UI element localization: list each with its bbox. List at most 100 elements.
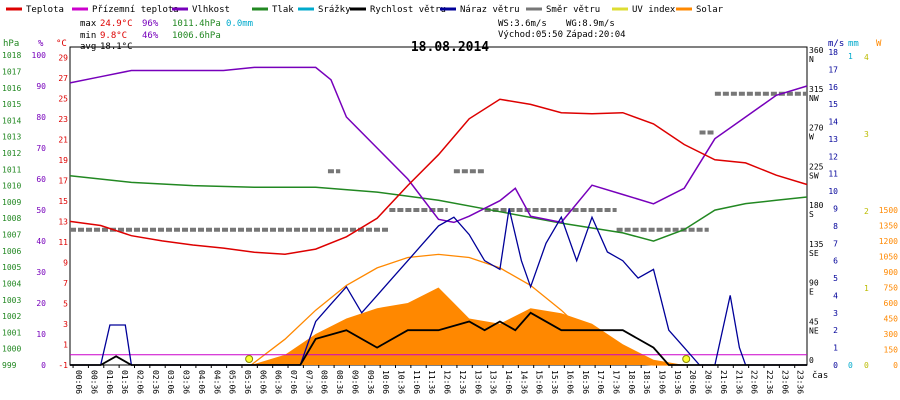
ms-tick: 7 (833, 239, 838, 248)
x-tick-label: 21:06 (719, 370, 728, 394)
pct-tick: 70 (36, 144, 46, 153)
stats-max-press: 1011.4hPa (172, 19, 221, 29)
ms-tick: 8 (833, 222, 838, 231)
x-tick-label: 08:06 (320, 370, 329, 394)
uv-tick: 4 (864, 53, 869, 62)
hpa-tick: 1012 (2, 149, 21, 158)
x-tick-label: 20:36 (704, 370, 713, 394)
legend-label-7: Směr větru (546, 5, 600, 15)
stats-sunrise: Východ:05:50 (498, 30, 563, 40)
ms-tick: 15 (828, 100, 838, 109)
x-tick-label: 17:36 (611, 370, 620, 394)
x-tick-label: 19:36 (673, 370, 682, 394)
temp-tick: 13 (58, 217, 68, 226)
pct-tick: 10 (36, 330, 46, 339)
ms-axis-unit: m/s (828, 39, 844, 49)
dir-tick: 315 (809, 85, 824, 94)
x-axis-label: čas (812, 370, 828, 381)
dir-tick: 135 (809, 240, 824, 249)
x-tick-label: 12:06 (443, 370, 452, 394)
ms-tick: 16 (828, 83, 838, 92)
mm-tick: 0 (848, 361, 853, 370)
uv-tick: 2 (864, 207, 869, 216)
wm2-tick: 750 (884, 284, 899, 293)
hpa-tick: 1015 (2, 100, 21, 109)
hpa-axis-unit: hPa (3, 39, 19, 49)
x-tick-label: 03:06 (166, 370, 175, 394)
temp-tick: 5 (63, 299, 68, 308)
x-tick-label: 00:06 (74, 370, 83, 394)
wm2-tick: 600 (884, 299, 899, 308)
ms-tick: 0 (833, 361, 838, 370)
dir-tick: 360 (809, 46, 824, 55)
hpa-tick: 1010 (2, 182, 21, 191)
dir-label: NE (809, 326, 819, 335)
wm2-tick: 150 (884, 346, 899, 355)
hpa-tick: 1017 (2, 67, 21, 76)
x-tick-label: 23:06 (780, 370, 789, 394)
hpa-tick: 1014 (2, 116, 21, 125)
hpa-tick: 1000 (2, 345, 21, 354)
ms-tick: 3 (833, 309, 838, 318)
axes: hPa1018101710161015101410131012101110101… (2, 39, 898, 370)
wm2-tick: 450 (884, 315, 899, 324)
wm2-tick: 900 (884, 268, 899, 277)
x-tick-label: 10:06 (381, 370, 390, 394)
wm2-tick: 300 (884, 330, 899, 339)
temp-tick: -1 (58, 361, 68, 370)
hpa-tick: 1008 (2, 214, 21, 223)
temp-tick: 21 (58, 135, 68, 144)
hpa-tick: 999 (2, 361, 17, 370)
wm2-tick: 1200 (879, 237, 898, 246)
temperature-line (69, 98, 808, 255)
stats-sunset: Západ:20:04 (566, 30, 626, 40)
legend-label-6: Náraz větru (460, 5, 520, 15)
pct-tick: 50 (36, 206, 46, 215)
temp-tick: 27 (58, 74, 68, 83)
x-tick-label: 04:06 (197, 370, 206, 394)
x-tick-label: 09:36 (366, 370, 375, 394)
legend-label-8: UV index (632, 5, 676, 15)
stats-min-label: min (80, 31, 96, 41)
dir-label: E (809, 288, 814, 297)
x-tick-label: 13:36 (489, 370, 498, 394)
dir-label: SW (809, 171, 819, 180)
pct-tick: 40 (36, 237, 46, 246)
ms-tick: 2 (833, 326, 838, 335)
x-tick-label: 08:36 (335, 370, 344, 394)
mm-tick: 1 (848, 52, 853, 61)
ms-tick: 18 (828, 48, 838, 57)
hpa-tick: 1013 (2, 133, 21, 142)
legend-label-9: Solar (696, 5, 724, 15)
temp-tick: 7 (63, 279, 68, 288)
dir-label: N (809, 55, 814, 64)
wind-speed-line (70, 311, 807, 366)
x-tick-label: 07:06 (289, 370, 298, 394)
x-tick-label: 00:36 (89, 370, 98, 394)
pct-tick: 30 (36, 268, 46, 277)
uv-tick: 0 (864, 361, 869, 370)
x-tick-label: 02:36 (151, 370, 160, 394)
x-tick-label: 07:36 (304, 370, 313, 394)
uv-point (682, 355, 691, 363)
x-tick-label: 15:36 (550, 370, 559, 394)
dir-tick: 180 (809, 201, 824, 210)
stats-avg-label: avg (80, 42, 96, 52)
x-tick-label: 18:36 (642, 370, 651, 394)
dir-label: SE (809, 249, 819, 258)
uv-tick: 3 (864, 130, 869, 139)
wm2-tick: 1500 (879, 206, 898, 215)
stats-min-press: 1006.6hPa (172, 31, 221, 41)
x-tick-label: 16:06 (565, 370, 574, 394)
uv-point (245, 355, 254, 363)
wm2-tick: 0 (893, 361, 898, 370)
x-tick-label: 17:06 (596, 370, 605, 394)
temp-tick: 9 (63, 258, 68, 267)
x-tick-label: 14:06 (504, 370, 513, 394)
x-tick-label: 01:36 (120, 370, 129, 394)
dir-label: NW (809, 94, 819, 103)
x-tick-label: 06:06 (258, 370, 267, 394)
ms-tick: 14 (828, 118, 838, 127)
x-tick-label: 16:36 (581, 370, 590, 394)
legend-label-5: Rychlost větru (370, 5, 446, 15)
